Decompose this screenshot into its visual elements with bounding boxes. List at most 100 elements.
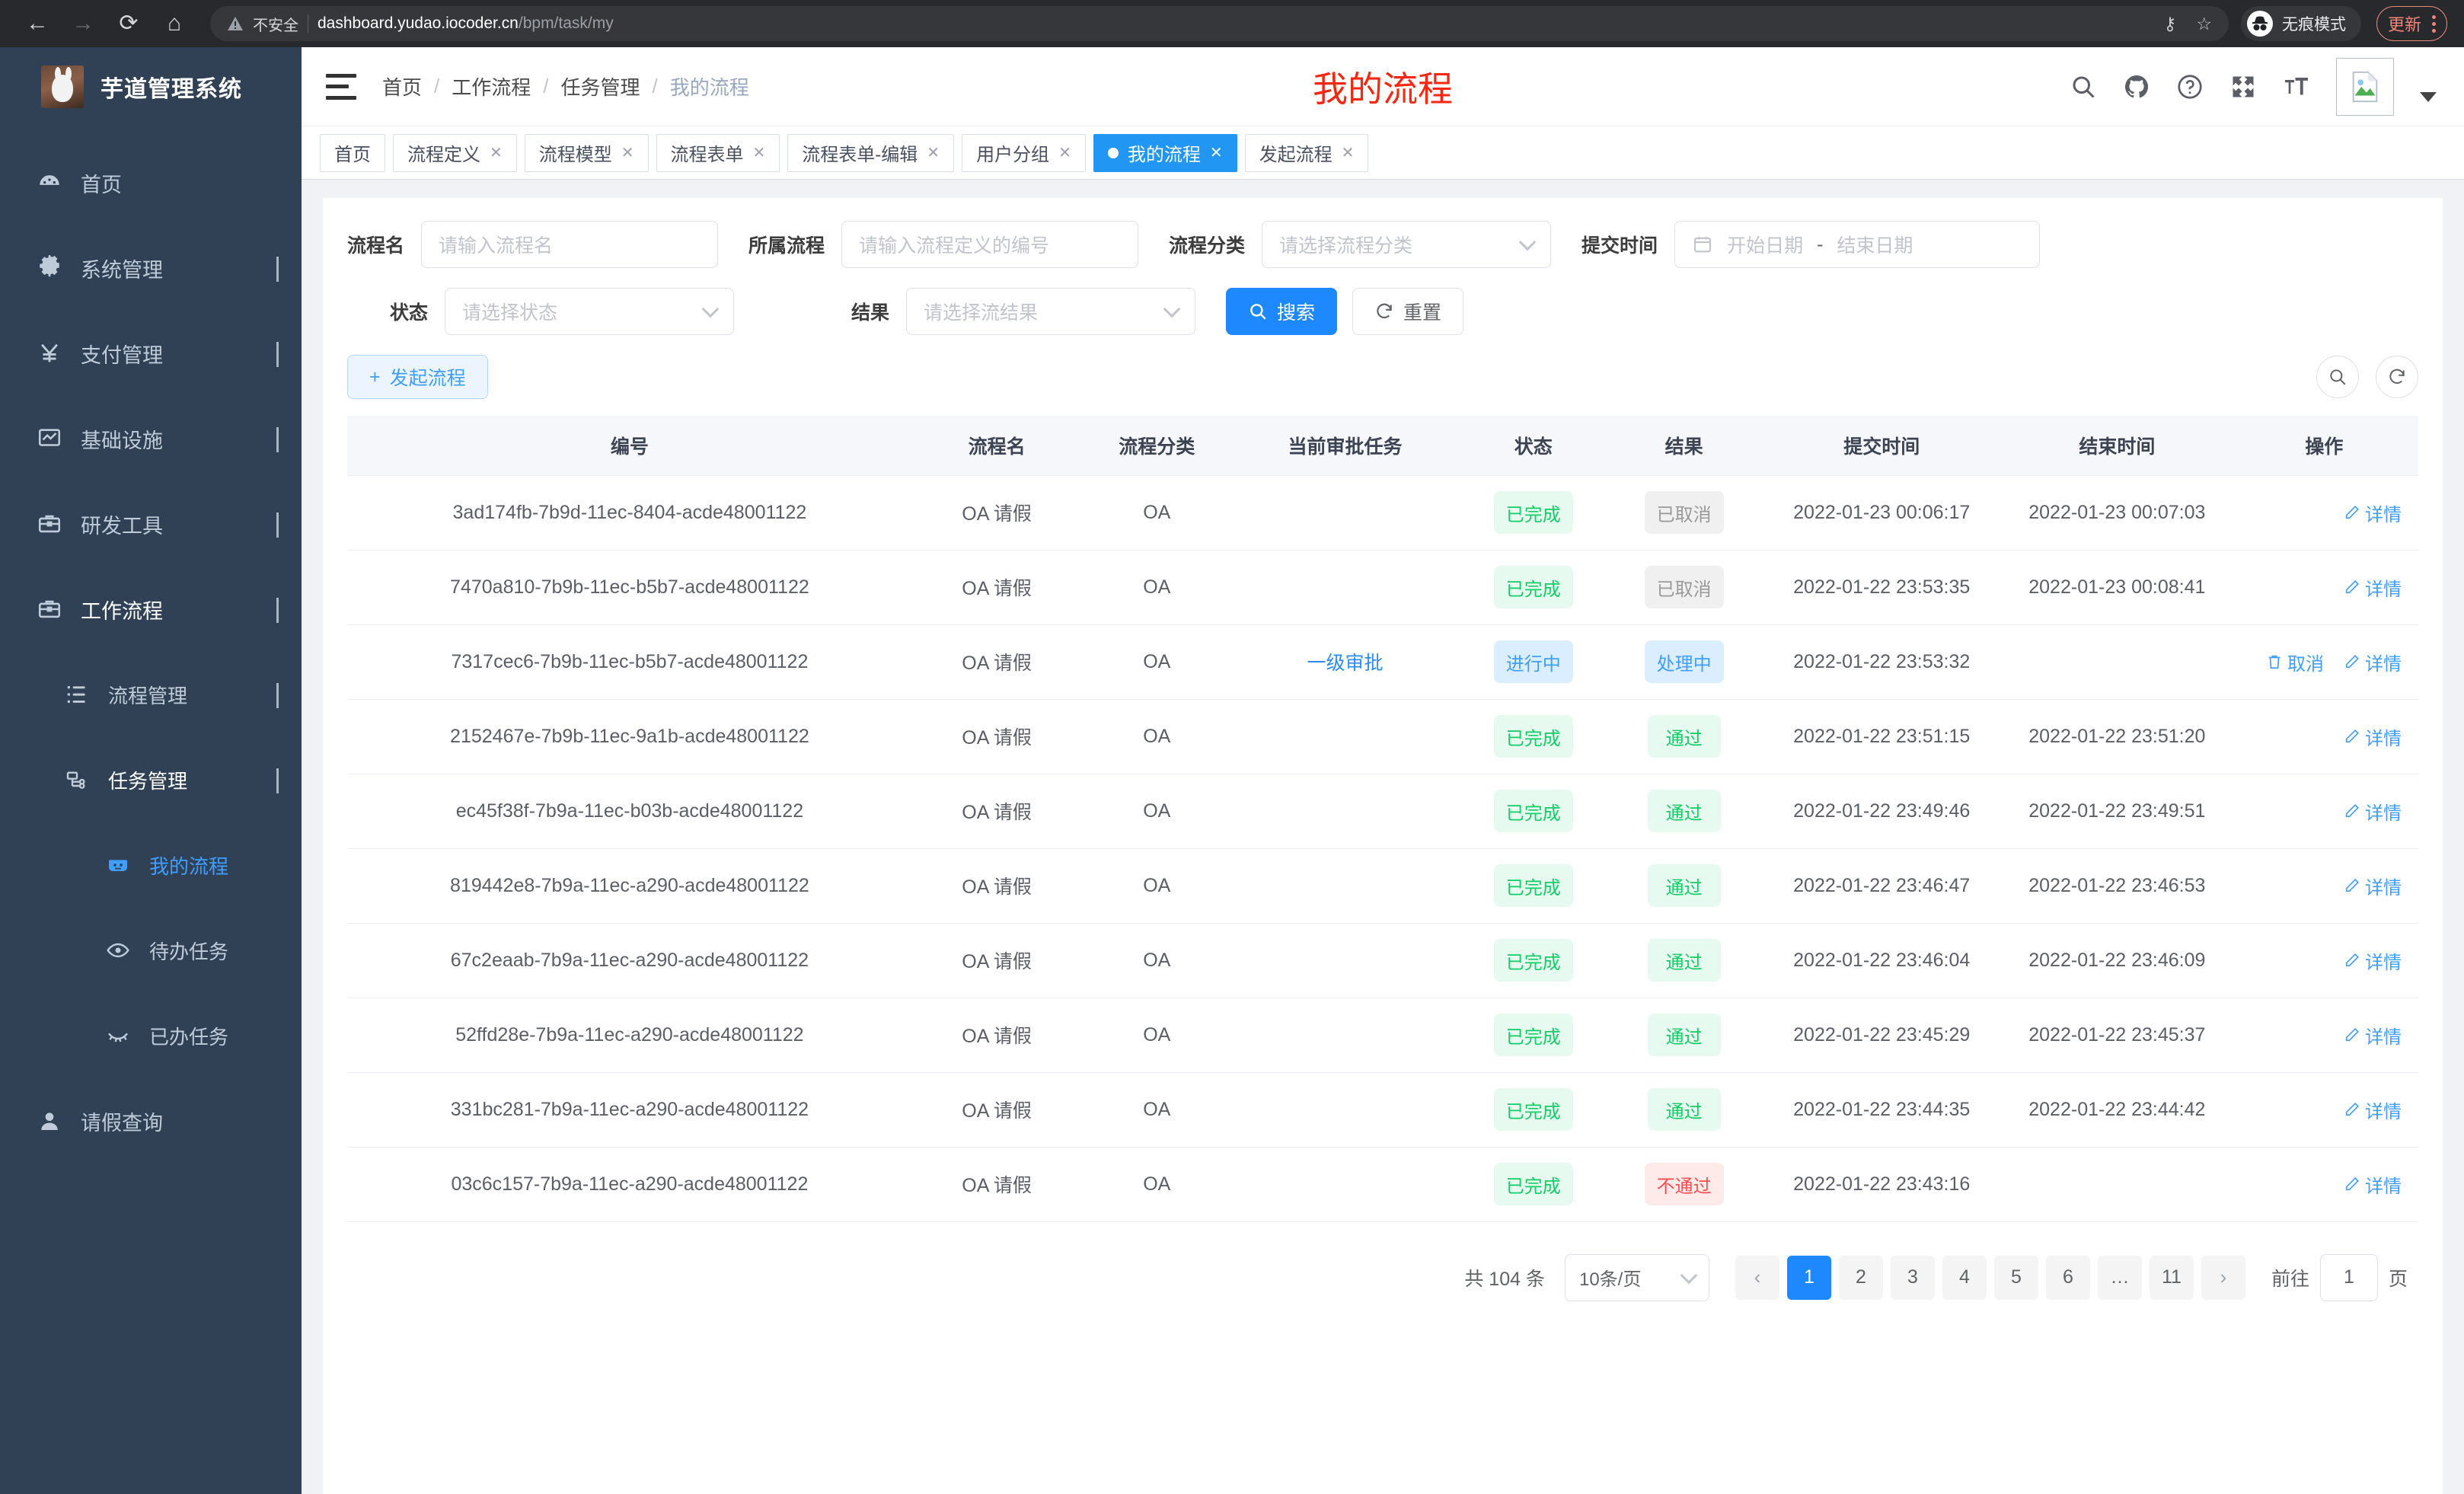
tab-start-process[interactable]: 发起流程 ✕ [1244, 133, 1369, 172]
cell-name: OA 请假 [911, 848, 1082, 924]
row-actions: 详情 [2236, 574, 2412, 601]
cell-id: ec45f38f-7b9a-11ec-b03b-acde48001122 [347, 774, 912, 849]
more-menu-icon[interactable] [2432, 14, 2436, 33]
font-size-icon[interactable] [2283, 73, 2310, 101]
close-icon[interactable]: ✕ [490, 145, 503, 161]
page-number-button[interactable]: 3 [1890, 1255, 1935, 1300]
sidebar-item-done-task[interactable]: 已办任务 [0, 993, 302, 1078]
breadcrumb-item[interactable]: 工作流程 [452, 76, 531, 99]
submit-time-daterange[interactable]: 开始日期 - 结束日期 [1674, 221, 2041, 268]
avatar[interactable] [2336, 57, 2394, 116]
cell-status: 已完成 [1457, 1147, 1609, 1222]
help-icon[interactable] [2176, 73, 2204, 101]
detail-action-link[interactable]: 详情 [2344, 723, 2402, 750]
search-button[interactable]: 搜索 [1226, 288, 1338, 335]
cell-id: 819442e8-7b9a-11ec-a290-acde48001122 [347, 848, 912, 924]
sidebar-item-devtools[interactable]: 研发工具 [0, 481, 302, 567]
sidebar-item-my-process[interactable]: 我的流程 [0, 822, 302, 908]
sidebar-item-todo-task[interactable]: 待办任务 [0, 908, 302, 993]
reset-button-label: 重置 [1403, 302, 1442, 324]
cell-current-task[interactable]: 一级审批 [1232, 624, 1458, 700]
breadcrumb-item[interactable]: 首页 [382, 76, 423, 99]
sidebar-item-task-manage[interactable]: 任务管理 [0, 737, 302, 822]
page-number-button[interactable]: 1 [1786, 1255, 1831, 1300]
detail-action-link[interactable]: 详情 [2344, 1171, 2402, 1198]
tab-process-definition[interactable]: 流程定义 ✕ [393, 133, 517, 172]
tab-process-model[interactable]: 流程模型 ✕ [524, 133, 649, 172]
bookmark-star-icon[interactable]: ☆ [2196, 13, 2212, 34]
sidebar-item-pay[interactable]: 支付管理 [0, 311, 302, 396]
close-icon[interactable]: ✕ [1341, 145, 1355, 161]
close-icon[interactable]: ✕ [621, 145, 634, 161]
detail-action-link[interactable]: 详情 [2344, 947, 2402, 974]
cell-end-time: 2022-01-22 23:46:09 [2003, 923, 2230, 998]
cell-result: 通过 [1608, 923, 1760, 998]
update-button[interactable]: 更新 [2376, 6, 2447, 41]
search-icon[interactable] [2070, 73, 2097, 101]
belong-process-input[interactable]: 请输入流程定义的编号 [841, 221, 1139, 268]
status-badge: 进行中 [1493, 640, 1573, 683]
home-icon[interactable]: ⌂ [167, 11, 182, 36]
page-ellipsis[interactable]: … [2097, 1255, 2142, 1300]
next-page-button[interactable]: › [2201, 1255, 2245, 1300]
page-number-button[interactable]: 6 [2045, 1255, 2090, 1300]
process-category-select[interactable]: 请选择流程分类 [1262, 221, 1552, 268]
tab-user-group[interactable]: 用户分组 ✕ [962, 133, 1086, 172]
refresh-icon[interactable] [2376, 356, 2418, 398]
page-number-button[interactable]: 11 [2149, 1255, 2194, 1300]
address-bar[interactable]: 不安全 dashboard.yudao.iocoder.cn/bpm/task/… [210, 6, 2229, 41]
cancel-action-link[interactable]: 取消 [2266, 649, 2324, 675]
detail-action-link[interactable]: 详情 [2344, 798, 2402, 825]
brand[interactable]: 芋道管理系统 [0, 47, 302, 126]
result-badge: 不通过 [1644, 1163, 1724, 1205]
breadcrumb-item[interactable]: 任务管理 [560, 76, 640, 99]
input-placeholder: 请输入流程名 [439, 235, 554, 257]
search-icon[interactable] [2316, 356, 2359, 398]
forward-arrow-icon[interactable]: → [72, 11, 94, 36]
page-number-button[interactable]: 5 [1993, 1255, 2038, 1300]
close-icon[interactable]: ✕ [1209, 145, 1223, 161]
github-icon[interactable] [2123, 73, 2150, 101]
create-process-button[interactable]: + 发起流程 [347, 355, 488, 399]
close-icon[interactable]: ✕ [752, 145, 766, 161]
page-number-button[interactable]: 4 [1942, 1255, 1987, 1300]
detail-action-link[interactable]: 详情 [2344, 500, 2402, 526]
current-task-link[interactable]: 一级审批 [1307, 653, 1384, 674]
close-icon[interactable]: ✕ [927, 145, 940, 161]
sidebar-item-home[interactable]: 首页 [0, 140, 302, 225]
status-select[interactable]: 请选择状态 [445, 288, 735, 335]
detail-action-link[interactable]: 详情 [2344, 1022, 2402, 1049]
sidebar-item-label: 支付管理 [81, 343, 163, 367]
sidebar-item-leave-query[interactable]: 请假查询 [0, 1078, 302, 1164]
tab-home[interactable]: 首页 [320, 133, 385, 172]
process-table: 编号 流程名 流程分类 当前审批任务 状态 结果 提交时间 结束时间 操作 3a… [347, 416, 2418, 1222]
sidebar-item-system[interactable]: 系统管理 [0, 225, 302, 311]
sidebar-item-process-manage[interactable]: 流程管理 [0, 652, 302, 737]
close-icon[interactable]: ✕ [1058, 145, 1071, 161]
reset-button[interactable]: 重置 [1352, 288, 1464, 335]
tab-process-form-edit[interactable]: 流程表单-编辑 ✕ [787, 133, 955, 172]
chevron-down-icon[interactable] [2420, 92, 2437, 102]
sidebar-item-infra[interactable]: 基础设施 [0, 396, 302, 481]
prev-page-button[interactable]: ‹ [1735, 1255, 1779, 1300]
hamburger-icon[interactable] [326, 73, 356, 100]
jump-page-input[interactable] [2319, 1253, 2378, 1301]
tab-process-form[interactable]: 流程表单 ✕ [656, 133, 780, 172]
fullscreen-icon[interactable] [2229, 73, 2257, 101]
detail-action-link[interactable]: 详情 [2344, 649, 2402, 675]
result-select[interactable]: 请选择流结果 [906, 288, 1196, 335]
reload-icon[interactable]: ⟳ [119, 11, 139, 36]
process-name-input[interactable]: 请输入流程名 [421, 221, 719, 268]
password-key-icon[interactable]: ⚷ [2163, 13, 2177, 34]
page-size-select[interactable]: 10条/页 [1564, 1253, 1709, 1301]
back-arrow-icon[interactable]: ← [26, 11, 49, 36]
detail-action-link[interactable]: 详情 [2344, 574, 2402, 601]
tab-my-process[interactable]: 我的流程 ✕ [1093, 133, 1237, 172]
detail-action-link[interactable]: 详情 [2344, 873, 2402, 899]
row-actions: 详情 [2236, 1022, 2412, 1049]
status-badge: 已完成 [1493, 790, 1573, 832]
incognito-indicator[interactable]: 无痕模式 [2240, 6, 2361, 41]
detail-action-link[interactable]: 详情 [2344, 1097, 2402, 1123]
sidebar-item-workflow[interactable]: 工作流程 [0, 567, 302, 652]
page-number-button[interactable]: 2 [1838, 1255, 1883, 1300]
